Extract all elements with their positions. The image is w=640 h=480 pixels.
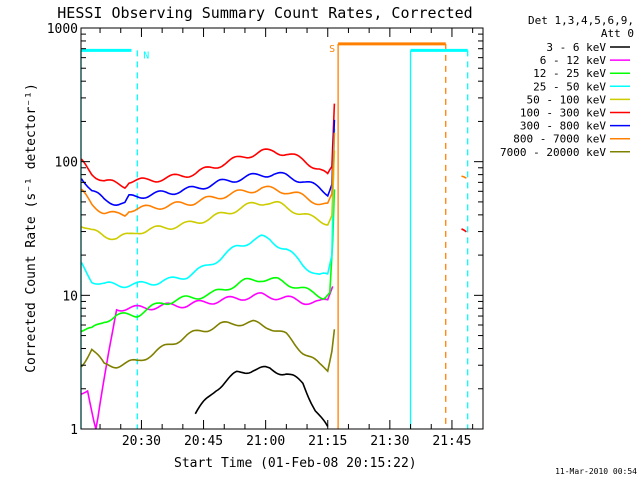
legend-label-12-25-kev: 12 - 25 keV bbox=[533, 67, 606, 80]
plot-frame bbox=[80, 27, 484, 430]
chart-title: HESSI Observing Summary Count Rates, Cor… bbox=[57, 4, 472, 22]
series-line-7000-20000-kev bbox=[80, 319, 336, 373]
x-tick-label: 21:15 bbox=[308, 434, 347, 449]
series-line-6-12-kev bbox=[81, 286, 334, 430]
legend-label-50-100-kev: 50 - 100 keV bbox=[527, 93, 607, 106]
series-line-300-800-kev bbox=[80, 119, 336, 207]
legend-label-300-800-kev: 300 - 800 keV bbox=[520, 120, 606, 133]
legend-label-25-50-kev: 25 - 50 keV bbox=[533, 80, 606, 93]
generation-timestamp: 11-Mar-2010 00:54 bbox=[555, 467, 637, 476]
legend-label-6-12-kev: 6 - 12 keV bbox=[540, 54, 607, 67]
legend-header-line-1: Det 1,3,4,5,6,9, bbox=[528, 14, 634, 27]
x-tick-label: 21:30 bbox=[370, 434, 409, 449]
series-line-800-7000-kev bbox=[80, 132, 336, 217]
axes-layer: 1 10 100 1000 20:30 20:45 21:00 21:15 21:30 21:45 bbox=[47, 22, 483, 449]
series-line-100-300-kev bbox=[80, 103, 336, 190]
y-tick-label: 1 bbox=[70, 423, 78, 438]
y-tick-label: 10 bbox=[62, 289, 78, 304]
series-line-50-100-kev bbox=[81, 150, 336, 241]
legend-header-line-2: Att 0 bbox=[601, 27, 634, 40]
legend-label-3-6-kev: 3 - 6 keV bbox=[546, 41, 606, 54]
legend-label-800-7000-kev: 800 - 7000 keV bbox=[513, 133, 606, 146]
x-axis-label: Start Time (01-Feb-08 20:15:22) bbox=[174, 456, 417, 471]
y-tick-label: 1000 bbox=[47, 22, 78, 37]
x-tick-label: 20:45 bbox=[184, 434, 223, 449]
x-tick-label: 21:00 bbox=[246, 434, 285, 449]
series-line-12-25-kev bbox=[81, 189, 336, 333]
x-tick-label: 20:30 bbox=[122, 434, 161, 449]
series-line-25-50-kev bbox=[80, 128, 336, 289]
y-tick-label: 100 bbox=[55, 156, 78, 171]
x-tick-label: 21:45 bbox=[432, 434, 471, 449]
series-layer bbox=[80, 103, 467, 430]
series-line-800-7000-kev bbox=[461, 175, 467, 179]
legend-label-100-300-kev: 100 - 300 keV bbox=[520, 107, 606, 120]
y-axis-label: Corrected Count Rate (s⁻¹ detector⁻¹) bbox=[24, 83, 39, 373]
flag-label: S bbox=[329, 44, 335, 55]
series-line-100-300-kev bbox=[461, 228, 467, 233]
legend-label-7000-20000-kev: 7000 - 20000 keV bbox=[500, 146, 606, 159]
series-line-3-6-kev bbox=[194, 365, 329, 427]
flag-label: N bbox=[143, 50, 149, 61]
